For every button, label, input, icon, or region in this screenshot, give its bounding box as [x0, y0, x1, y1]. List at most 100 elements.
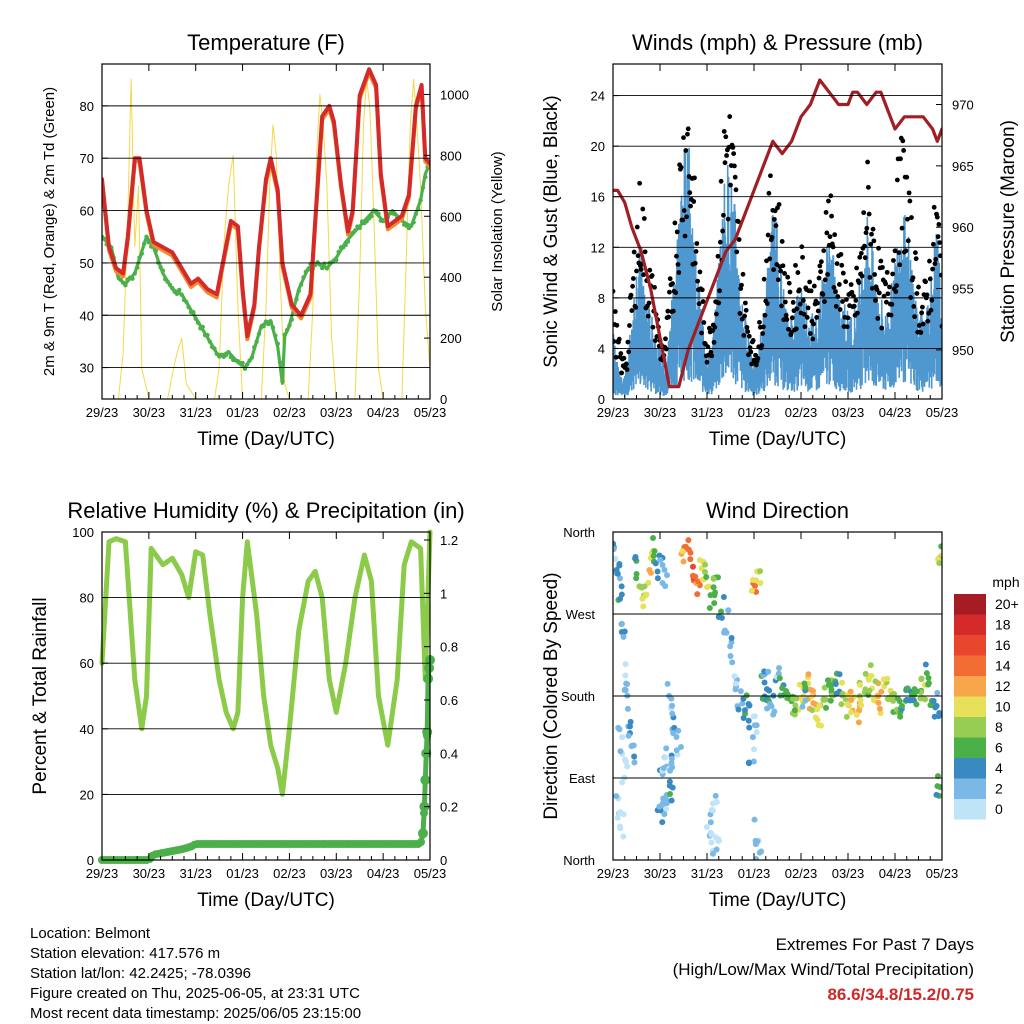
direction-point [694, 591, 701, 598]
direction-point [753, 577, 760, 584]
direction-point [673, 747, 680, 754]
gust-point [743, 307, 749, 313]
direction-point [796, 681, 803, 688]
gust-point [818, 259, 824, 265]
direction-point [845, 701, 852, 708]
gust-point [814, 315, 820, 320]
y-tick-label: West [566, 607, 596, 622]
dewpoint-point [423, 174, 428, 180]
direction-point [933, 702, 940, 709]
x-tick-label: 29/23 [597, 866, 630, 881]
gust-point [768, 173, 773, 179]
legend-swatch [954, 676, 986, 697]
gust-point [927, 276, 933, 282]
gust-point [708, 349, 714, 355]
legend-swatch [954, 655, 986, 676]
gust-point [824, 230, 830, 236]
dewpoint-point [146, 240, 152, 245]
dewpoint-point [205, 332, 210, 338]
direction-point [809, 707, 816, 714]
x-tick-label: 05/23 [926, 405, 959, 420]
gust-point [652, 284, 657, 290]
legend-swatch [954, 635, 986, 656]
direction-point [745, 759, 752, 766]
gust-point [790, 300, 796, 305]
gust-point [716, 300, 722, 306]
y-tick-label: East [569, 771, 595, 786]
y-tick-label: 30 [80, 361, 94, 376]
gust-point [685, 131, 690, 137]
y-tick-label: 12 [591, 240, 605, 255]
gust-point [784, 317, 790, 322]
gust-point [869, 231, 874, 237]
temperature-chart: 29/23 30/23 31/23 01/23 02/23 03/23 04/23 05/23… [41, 30, 506, 450]
gust-point [765, 232, 771, 238]
gust-point [618, 351, 624, 356]
direction-point [622, 687, 629, 694]
gust-point [872, 272, 878, 277]
gust-point [930, 241, 936, 247]
gust-point [871, 238, 877, 244]
direction-point [848, 696, 855, 703]
direction-point [708, 806, 715, 813]
direction-point [627, 718, 634, 725]
gust-point [797, 301, 803, 307]
gust-point [865, 184, 871, 190]
gust-point [701, 320, 707, 325]
gust-point [891, 258, 896, 263]
gust-point [687, 190, 693, 196]
gust-point [912, 250, 918, 256]
direction-point [632, 555, 639, 562]
legend-swatch [954, 594, 986, 615]
dewpoint-point [123, 282, 128, 288]
direction-point [707, 819, 714, 826]
gust-point [741, 332, 747, 338]
gust-point [682, 233, 688, 239]
winds-plot-area [613, 78, 942, 397]
gust-point [789, 315, 795, 321]
x-axis-label: Time (Day/UTC) [709, 890, 847, 911]
gust-point [833, 303, 839, 309]
x-tick-label: 03/23 [832, 405, 865, 420]
x-tick-label: 01/23 [738, 405, 771, 420]
direction-point [867, 662, 874, 669]
direction-point [872, 678, 879, 685]
gust-point [694, 241, 700, 246]
direction-point [715, 836, 722, 843]
gust-point [799, 244, 805, 250]
legend-label: 0 [995, 801, 1003, 817]
gust-point [691, 199, 697, 204]
gust-point [760, 331, 766, 336]
y2-tick-label: 0.8 [440, 640, 458, 655]
y-axis-label: 2m & 9m T (Red, Orange) & 2m Td (Green) [41, 87, 58, 376]
dewpoint-point [275, 341, 280, 346]
gust-point [881, 293, 887, 299]
gust-point [642, 249, 648, 255]
direction-point [839, 690, 846, 697]
gust-point [742, 300, 748, 306]
dewpoint-point [252, 344, 257, 350]
gust-point [782, 299, 788, 305]
x-axis-label: Time (Day/UTC) [197, 890, 335, 911]
direction-plot-area [613, 534, 942, 860]
dewpoint-point [130, 276, 135, 281]
direction-point [708, 839, 715, 846]
direction-point [702, 561, 709, 568]
gust-point [624, 367, 630, 372]
x-tick-label: 02/23 [273, 866, 306, 881]
gust-point [629, 308, 635, 313]
gust-point [905, 216, 910, 222]
gust-point [876, 245, 881, 251]
direction-point [885, 696, 892, 703]
direction-point [659, 819, 666, 826]
y-tick-label: 4 [598, 341, 605, 356]
direction-point [753, 729, 760, 736]
direction-point [732, 680, 739, 687]
gust-point [903, 248, 909, 254]
gust-point [728, 182, 733, 188]
direction-point [876, 705, 883, 712]
direction-point [664, 572, 671, 579]
direction-point [931, 713, 938, 720]
gust-point [616, 336, 622, 342]
gust-point [876, 290, 882, 296]
